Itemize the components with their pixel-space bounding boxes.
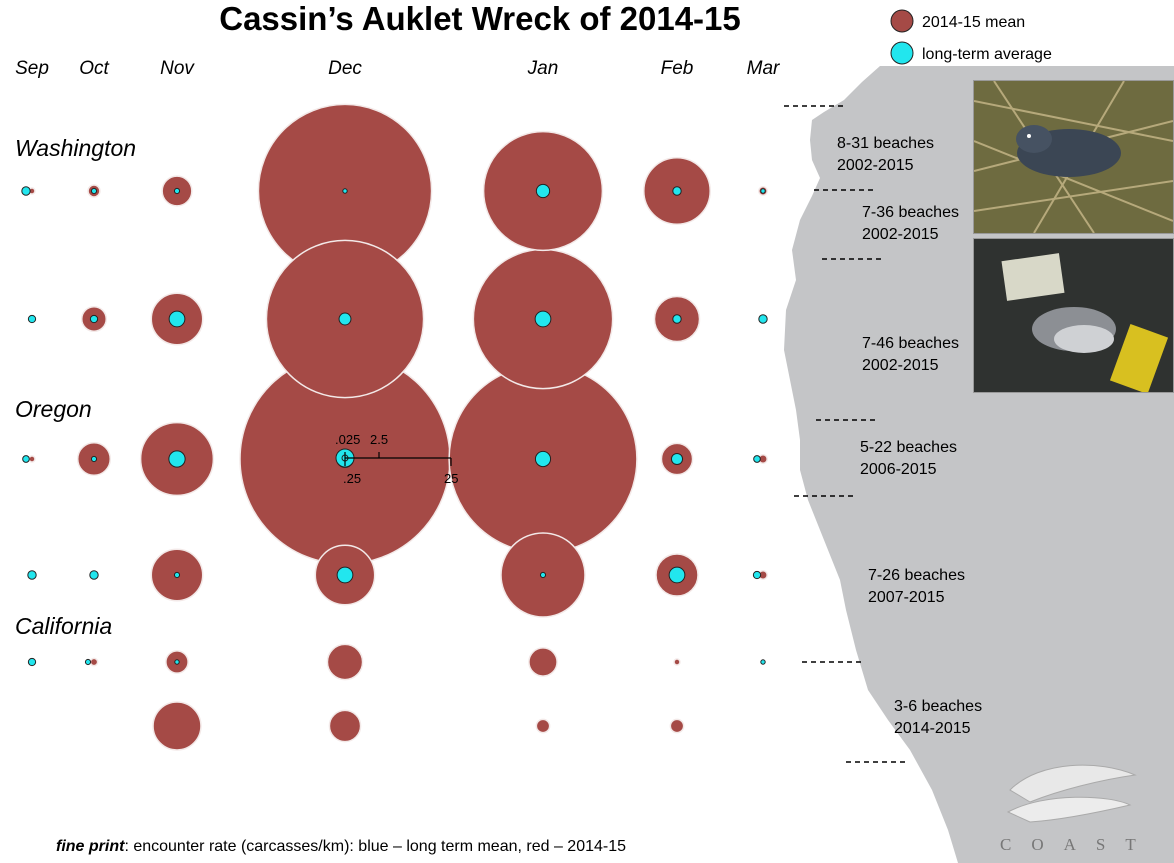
bubble-long-term	[758, 314, 768, 324]
bubble-2014-15	[528, 647, 558, 677]
bubble-2014-15	[152, 701, 202, 751]
chart-title: Cassin’s Auklet Wreck of 2014-15	[219, 0, 741, 37]
scale-label: .025	[335, 432, 360, 447]
bubble-long-term	[90, 187, 98, 195]
feather-icon	[1006, 796, 1132, 823]
auklet-photo-live	[973, 80, 1174, 234]
state-label-oregon: Oregon	[15, 396, 92, 422]
bubble-long-term	[760, 659, 766, 665]
legend-label-average: long-term average	[922, 46, 1052, 63]
bubble-long-term	[27, 657, 37, 667]
fine-print: fine print: encounter rate (carcasses/km…	[56, 838, 626, 856]
bubble-long-term	[22, 455, 30, 463]
bubble-long-term	[27, 314, 37, 324]
region-beaches: 7-26 beaches	[868, 567, 965, 584]
bubble-2014-15	[89, 657, 99, 667]
fine-print-text: : encounter rate (carcasses/km): blue – …	[124, 838, 627, 855]
bubble-long-term	[760, 188, 766, 194]
state-label-washington: Washington	[15, 135, 136, 161]
region-years: 2014-2015	[894, 720, 971, 737]
legend-swatch-average	[890, 41, 914, 65]
bubble-long-term	[342, 188, 348, 194]
bubble-long-term	[336, 566, 354, 584]
bubble-long-term	[174, 659, 180, 665]
bubbles	[21, 103, 768, 751]
region-beaches: 8-31 beaches	[837, 135, 934, 152]
bubble-long-term	[668, 566, 686, 584]
bubble-2014-15	[669, 718, 685, 734]
bubble-long-term	[672, 314, 682, 324]
bubble-long-term	[173, 571, 181, 579]
bubble-long-term	[672, 186, 682, 196]
month-label-nov: Nov	[160, 58, 195, 79]
month-label-sep: Sep	[15, 58, 49, 79]
region-labels: 8-31 beaches 2002-2015 7-36 beaches 2002-20…	[837, 135, 982, 737]
bubble-long-term	[21, 186, 31, 196]
month-label-dec: Dec	[328, 58, 362, 79]
month-label-oct: Oct	[79, 58, 109, 79]
region-years: 2002-2015	[837, 157, 914, 174]
state-labels: Washington Oregon California	[15, 135, 136, 639]
bubble-long-term	[168, 310, 186, 328]
bubble-long-term	[90, 455, 98, 463]
coast-logo-text: COAST	[1000, 835, 1156, 854]
month-label-feb: Feb	[661, 58, 694, 79]
region-beaches: 7-46 beaches	[862, 335, 959, 352]
auklet-photo-carcass	[973, 238, 1174, 393]
region-beaches: 3-6 beaches	[894, 698, 982, 715]
bubble-2014-15	[535, 718, 551, 734]
bubble-long-term	[27, 570, 37, 580]
state-label-california: California	[15, 613, 112, 639]
bubble-long-term	[89, 570, 99, 580]
region-dividers	[784, 105, 906, 763]
bubble-long-term	[539, 571, 547, 579]
scale-label: .25	[343, 471, 361, 486]
bubble-2014-15	[326, 643, 364, 681]
month-label-mar: Mar	[747, 58, 780, 79]
bubble-long-term	[168, 450, 186, 468]
bubble-long-term	[84, 658, 92, 666]
bubble-2014-15	[673, 658, 681, 666]
feather-icon	[1009, 764, 1137, 803]
fine-print-label: fine print	[56, 838, 125, 855]
bubble-long-term	[173, 187, 181, 195]
bubble-long-term	[753, 455, 761, 463]
bubble-long-term	[535, 183, 551, 199]
coast-logo: COAST	[1000, 764, 1156, 854]
scale-key: .025 2.5 .25 25	[335, 432, 458, 486]
bubble-long-term	[534, 310, 552, 328]
region-years: 2002-2015	[862, 357, 939, 374]
region-years: 2006-2015	[860, 461, 937, 478]
month-labels: Sep Oct Nov Dec Jan Feb Mar	[15, 58, 780, 79]
legend-label-mean: 2014-15 mean	[922, 14, 1025, 31]
bubble-2014-15	[28, 455, 36, 463]
bubble-long-term	[534, 450, 552, 468]
bubble-long-term	[752, 570, 762, 580]
bubble-long-term	[338, 312, 352, 326]
bubble-2014-15	[328, 709, 362, 743]
legend-swatch-mean	[890, 9, 914, 33]
region-years: 2007-2015	[868, 589, 945, 606]
bubble-long-term	[670, 452, 684, 466]
region-years: 2002-2015	[862, 226, 939, 243]
scale-label: 25	[444, 471, 458, 486]
scale-label: 2.5	[370, 432, 388, 447]
month-label-jan: Jan	[527, 58, 559, 79]
region-beaches: 7-36 beaches	[862, 204, 959, 221]
region-beaches: 5-22 beaches	[860, 439, 957, 456]
legend: 2014-15 mean long-term average	[890, 9, 1052, 65]
bubble-long-term	[89, 314, 99, 324]
